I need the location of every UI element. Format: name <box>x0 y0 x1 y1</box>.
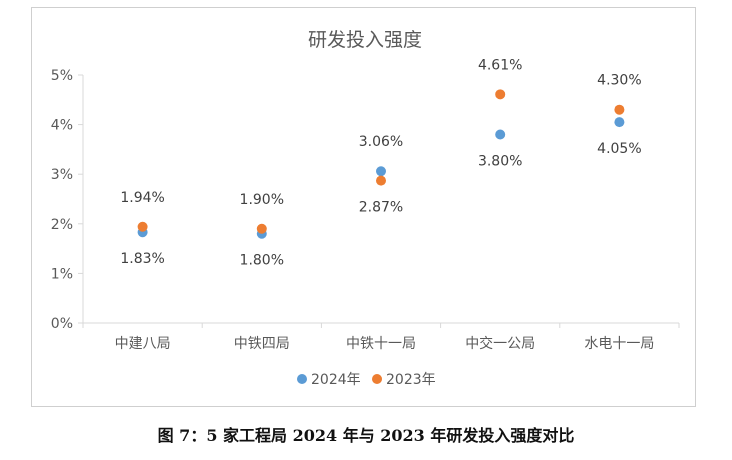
legend-marker <box>297 374 307 384</box>
data-label: 4.05% <box>597 141 641 157</box>
data-label: 2.87% <box>359 200 403 216</box>
y-tick-label: 0% <box>51 316 73 332</box>
data-point-2023年 <box>256 223 267 234</box>
chart-svg: 研发投入强度 0% 1% 2% 3% 4% 5% 中建八局 中铁四局 中铁十一局 中交一公局 水电十… <box>51 29 680 388</box>
legend-label: 2023年 <box>386 372 436 388</box>
data-label: 3.80% <box>478 154 522 170</box>
x-category-label: 中建八局 <box>115 336 171 352</box>
data-point-2023年 <box>137 221 148 232</box>
data-label: 3.06% <box>359 134 403 150</box>
x-category-label: 中铁四局 <box>234 336 290 352</box>
x-category-label: 水电十一局 <box>584 336 654 352</box>
data-label: 1.83% <box>120 251 164 267</box>
x-category-label: 中铁十一局 <box>346 336 416 352</box>
data-point-2024年 <box>376 166 386 177</box>
data-label: 4.30% <box>597 73 641 89</box>
y-tick-label: 2% <box>51 217 73 233</box>
y-tick-label: 3% <box>51 167 73 183</box>
data-point-2024年 <box>495 129 506 140</box>
chart-title: 研发投入强度 <box>308 29 422 51</box>
data-label: 1.80% <box>240 253 284 269</box>
points: 1.83% 1.94% 1.80% 1.90% 3.06% 2.87% 3.80% 4.61%… <box>120 57 641 268</box>
data-label: 1.94% <box>120 190 164 206</box>
y-tick-label: 4% <box>51 118 73 134</box>
data-point-2024年 <box>614 117 625 128</box>
figure-caption: 图 7：5 家工程局 2024 年与 2023 年研发投入强度对比 <box>157 426 575 445</box>
legend: 2024年 2023年 <box>297 372 436 388</box>
axes: 0% 1% 2% 3% 4% 5% 中建八局 中铁四局 中铁十一局 中交一公局 水电十一局 <box>51 68 680 352</box>
data-point-2023年 <box>614 104 625 115</box>
y-tick-label: 5% <box>51 68 73 84</box>
chart-frame: 研发投入强度 0% 1% 2% 3% 4% 5% 中建八局 中铁四局 中铁十一局 中交一公局 水电十… <box>31 7 696 407</box>
data-label: 1.90% <box>240 192 284 208</box>
data-label: 4.61% <box>478 57 522 73</box>
x-category-label: 中交一公局 <box>465 335 535 352</box>
legend-label: 2024年 <box>311 372 361 388</box>
y-tick-label: 1% <box>51 266 73 282</box>
legend-marker <box>372 374 382 384</box>
data-point-2023年 <box>376 175 386 186</box>
data-point-2023年 <box>495 89 506 100</box>
